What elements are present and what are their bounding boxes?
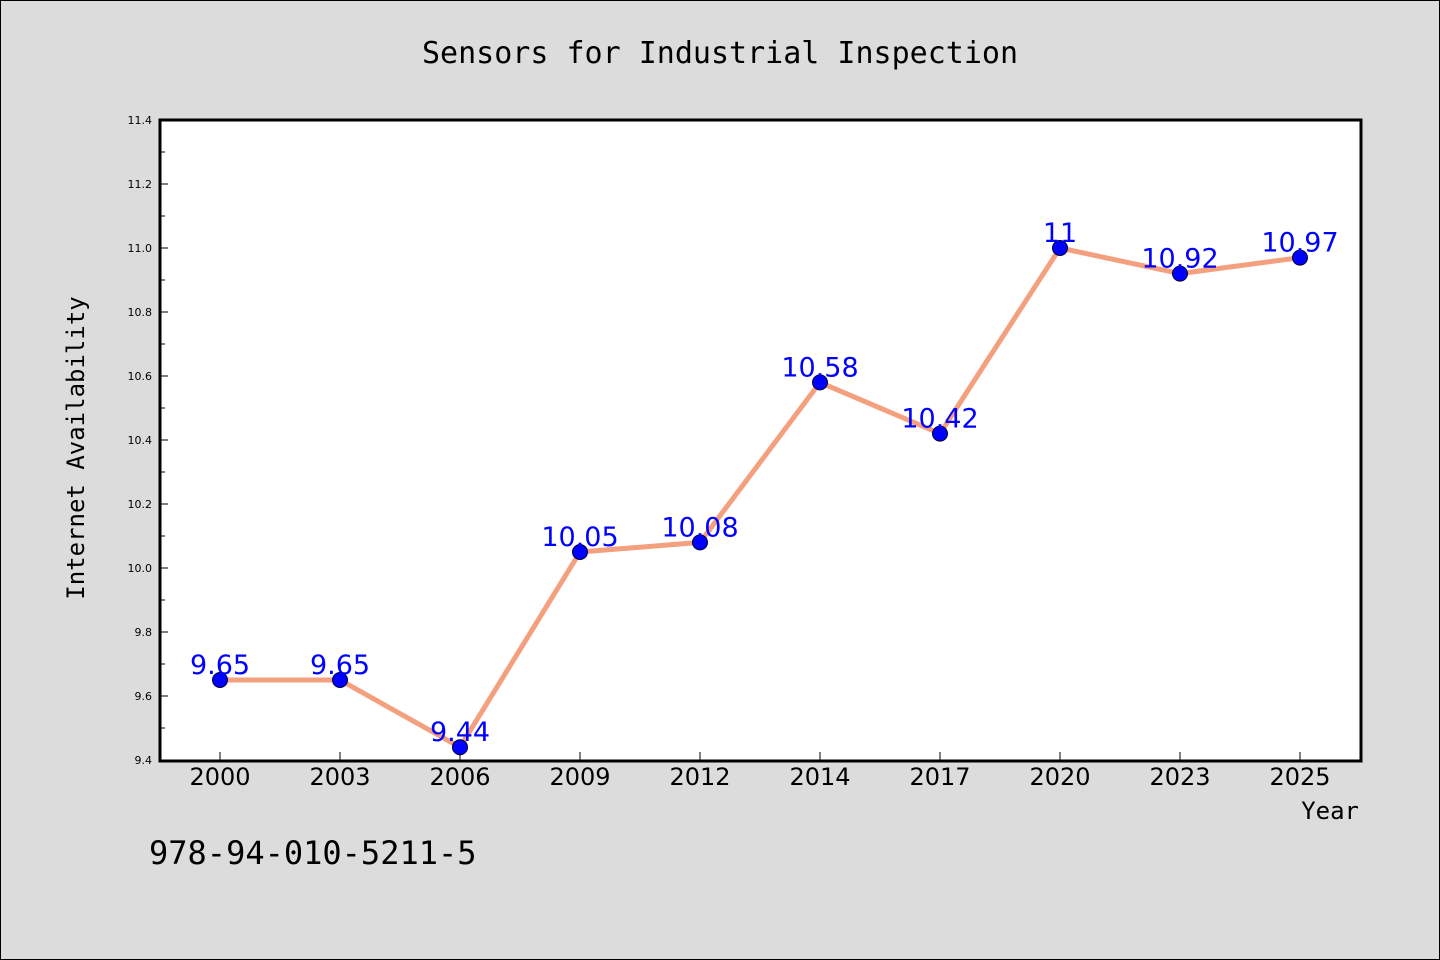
- series-line: [220, 245, 1301, 750]
- x-axis: 2000 2003 2006 2009 2012 2014 2017 2020 2023 2025: [189, 752, 1331, 791]
- y-axis-title: Internet Availability: [62, 296, 90, 599]
- data-point: [212, 672, 228, 688]
- y-tick-label: 10.0: [128, 562, 153, 575]
- x-axis-title: Year: [1301, 797, 1359, 825]
- data-series: [212, 240, 1308, 756]
- x-tick-label: 2017: [909, 763, 970, 791]
- data-label: 10.58: [781, 352, 858, 383]
- isbn-annotation: 978-94-010-5211-5: [149, 834, 477, 872]
- data-point: [1052, 240, 1068, 256]
- y-tick-label: 9.4: [135, 754, 153, 767]
- y-tick-label: 9.8: [135, 626, 153, 639]
- y-tick-label: 9.6: [135, 690, 153, 703]
- x-tick-label: 2006: [429, 763, 490, 791]
- data-labels: 9.65 9.65 9.44 10.05 10.08 10.58 10.42 11 10.92 1…: [190, 218, 1339, 748]
- data-point: [692, 534, 708, 551]
- x-tick-label: 2009: [549, 763, 610, 791]
- data-label: 10.05: [541, 522, 618, 553]
- y-tick-label: 10.8: [128, 306, 153, 319]
- y-tick-label: 11.0: [128, 242, 153, 255]
- data-label: 10.97: [1261, 228, 1338, 259]
- data-label: 9.65: [310, 650, 370, 681]
- data-point: [812, 374, 828, 391]
- data-label: 10.08: [661, 512, 738, 543]
- data-label: 9.65: [190, 650, 250, 681]
- chart-title: Sensors for Industrial Inspection: [422, 36, 1018, 71]
- x-tick-label: 2025: [1269, 763, 1330, 791]
- y-tick-label: 10.4: [128, 434, 153, 447]
- plot-area: [158, 118, 1363, 763]
- data-point: [452, 739, 468, 756]
- x-tick-label: 2003: [309, 763, 370, 791]
- data-label: 11: [1043, 218, 1077, 249]
- data-point: [332, 672, 348, 688]
- x-tick-label: 2020: [1029, 763, 1090, 791]
- y-tick-label: 10.2: [128, 498, 153, 511]
- data-point: [932, 425, 948, 442]
- data-point: [1292, 249, 1308, 266]
- x-tick-label: 2012: [669, 763, 730, 791]
- x-tick-label: 2014: [789, 763, 850, 791]
- x-tick-label: 2000: [189, 763, 250, 791]
- data-point: [1172, 265, 1188, 282]
- x-tick-label: 2023: [1149, 763, 1210, 791]
- y-tick-label: 11.4: [128, 114, 153, 127]
- data-label: 9.44: [430, 717, 490, 748]
- y-axis: 9.4 9.6 9.8 10.0 10.2 10.4 10.6 10.8 11.0 11.2 11.…: [128, 114, 168, 767]
- data-label: 10.42: [901, 404, 978, 435]
- data-point: [572, 544, 588, 560]
- y-tick-label: 11.2: [128, 178, 153, 191]
- y-tick-label: 10.6: [128, 370, 153, 383]
- data-label: 10.92: [1141, 244, 1218, 275]
